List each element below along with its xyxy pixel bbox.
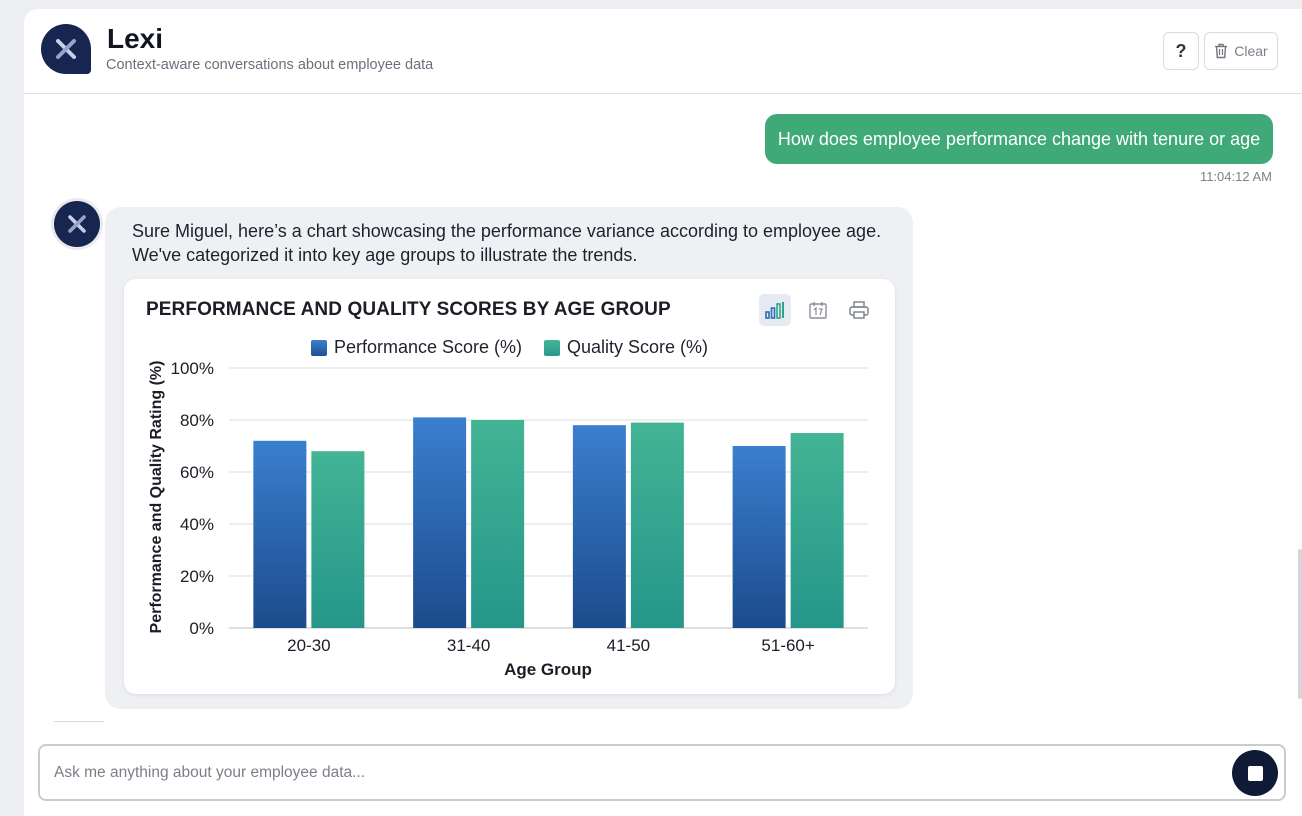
clear-label: Clear [1234,43,1268,59]
date-view-button[interactable] [802,294,834,326]
stop-icon [1247,765,1263,781]
lexi-logo [41,24,91,74]
legend-swatch-performance [310,339,327,356]
legend-item-performance: Performance Score (%) [310,337,522,358]
user-message-text: How does employee performance change wit… [777,128,1261,149]
clear-button[interactable]: Clear [1204,32,1278,70]
chart-card: PERFORMANCE AND QUALITY SCORES BY AGE GR… [124,279,895,694]
bar-chart: 0%20%40%60%80%100%20-30 31-40 41-50 51-60+ … [148,359,868,679]
bot-message-line-1: Sure Miguel, here’s a chart showcasing t… [132,221,882,241]
bar-performance-51-60+[interactable] [732,446,786,628]
chat-window: Lexi Context-aware conversations about e… [24,9,1302,816]
bot-message-text: Sure Miguel, here’s a chart showcasing t… [132,219,892,267]
stop-generation-button[interactable] [1232,750,1278,796]
bar-quality-31-40[interactable] [471,420,525,628]
legend-item-quality: Quality Score (%) [544,337,708,358]
x-tick-label: 31-40 [447,636,490,655]
bar-quality-51-60+[interactable] [790,433,844,628]
user-message: How does employee performance change wit… [765,114,1273,164]
chart-title: PERFORMANCE AND QUALITY SCORES BY AGE GR… [146,299,671,320]
close-x-icon [56,39,76,59]
bar-chart-icon [765,302,784,319]
bot-message: Sure Miguel, here’s a chart showcasing t… [105,207,913,709]
legend-swatch-quality [544,339,560,356]
x-axis-label: Age Group [504,660,592,679]
header: Lexi Context-aware conversations about e… [24,9,1302,94]
divider [54,721,104,722]
y-tick-label: 80% [180,411,214,430]
y-tick-label: 100% [171,359,214,378]
app-subtitle: Context-aware conversations about employ… [106,57,434,73]
x-tick-label: 41-50 [607,636,650,655]
help-label: ? [1175,40,1187,61]
y-tick-label: 40% [180,515,214,534]
y-axis-label: Performance and Quality Rating (%) [148,361,165,634]
calendar-icon [809,302,827,319]
legend-label-performance: Performance Score (%) [333,337,522,357]
trash-icon [1215,43,1228,59]
bar-performance-20-30[interactable] [253,440,307,628]
x-tick-label: 51-60+ [761,636,814,655]
bar-quality-41-50[interactable] [630,422,684,628]
app-title: Lexi [107,23,164,54]
y-tick-label: 0% [189,619,214,638]
print-button[interactable] [843,294,875,326]
composer [38,744,1286,801]
y-tick-label: 60% [180,463,214,482]
print-icon [849,301,869,319]
bar-performance-31-40[interactable] [413,417,467,628]
bar-performance-41-50[interactable] [572,425,626,628]
chart-legend: Performance Score (%) Quality Score (%) [124,337,895,358]
message-timestamp: 11:04:12 AM [1199,169,1272,184]
bot-message-line-2: We've categorized it into key age groups… [132,245,638,265]
bar-chart-view-button[interactable] [759,294,791,326]
scrollbar[interactable] [1298,549,1302,699]
y-tick-label: 20% [180,567,214,586]
help-button[interactable]: ? [1163,32,1199,70]
bar-quality-20-30[interactable] [311,451,365,628]
bot-avatar [51,198,103,250]
x-tick-label: 20-30 [287,636,330,655]
lexi-avatar-icon [68,215,86,233]
message-input[interactable] [54,760,1204,786]
legend-label-quality: Quality Score (%) [567,337,709,357]
